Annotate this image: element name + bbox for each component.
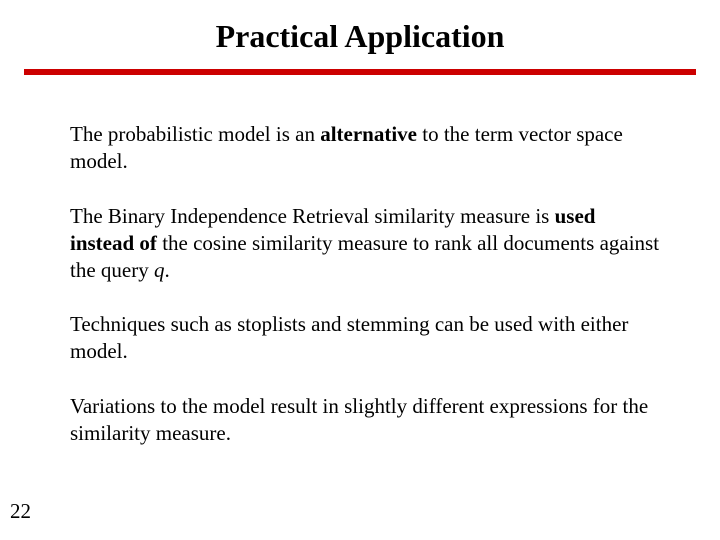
slide-content: The probabilistic model is an alternativ… xyxy=(0,75,720,447)
paragraph-4: Variations to the model result in slight… xyxy=(70,393,664,447)
paragraph-3: Techniques such as stoplists and stemmin… xyxy=(70,311,664,365)
slide-title: Practical Application xyxy=(0,0,720,69)
text-run: The probabilistic model is an xyxy=(70,122,320,146)
paragraph-1: The probabilistic model is an alternativ… xyxy=(70,121,664,175)
text-italic: q xyxy=(154,258,165,282)
text-run: The Binary Independence Retrieval simila… xyxy=(70,204,555,228)
text-bold: alternative xyxy=(320,122,417,146)
slide: Practical Application The probabilistic … xyxy=(0,0,720,540)
page-number: 22 xyxy=(10,499,31,524)
text-run: . xyxy=(164,258,169,282)
paragraph-2: The Binary Independence Retrieval simila… xyxy=(70,203,664,284)
